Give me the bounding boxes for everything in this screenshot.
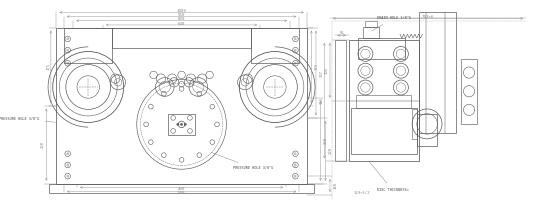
Bar	[64, 28, 112, 63]
Text: 220: 220	[328, 147, 333, 155]
Bar	[350, 108, 417, 154]
Text: 355: 355	[320, 97, 323, 104]
Text: PRESSURE HOLE 3/8"G: PRESSURE HOLE 3/8"G	[211, 152, 273, 170]
Bar	[168, 114, 194, 135]
Circle shape	[180, 123, 183, 125]
Text: 305: 305	[325, 67, 329, 74]
Bar	[335, 40, 346, 161]
Text: 260: 260	[324, 137, 328, 144]
Bar	[461, 59, 477, 124]
Bar	[358, 38, 404, 59]
Text: 1000: 1000	[177, 9, 186, 13]
Bar	[57, 28, 307, 184]
Bar	[251, 28, 299, 63]
Bar	[349, 40, 418, 161]
Text: PRESSURE HOLE 3/8"G: PRESSURE HOLE 3/8"G	[0, 117, 56, 122]
Text: 500: 500	[178, 191, 185, 195]
Text: 640: 640	[178, 21, 185, 26]
Text: 175: 175	[46, 63, 50, 70]
Text: 950: 950	[178, 13, 185, 17]
Text: 307: 307	[319, 69, 323, 77]
Text: 148: 148	[333, 182, 338, 189]
Bar	[417, 114, 437, 146]
Text: 440: 440	[178, 187, 185, 191]
Text: DISC THICKNESS=: DISC THICKNESS=	[369, 161, 409, 192]
Circle shape	[184, 123, 186, 125]
Bar	[366, 21, 376, 27]
Text: 820: 820	[178, 17, 185, 21]
Bar	[356, 95, 411, 108]
Bar	[363, 27, 380, 38]
Bar	[112, 28, 251, 48]
Text: 175: 175	[315, 63, 319, 70]
Bar	[418, 12, 456, 133]
Text: 220: 220	[40, 141, 44, 148]
Text: DRAIN HOLE 3/8"G: DRAIN HOLE 3/8"G	[372, 16, 410, 31]
Bar	[412, 109, 417, 139]
Circle shape	[177, 123, 179, 125]
Text: 55: 55	[339, 31, 344, 35]
Text: 159+6/2: 159+6/2	[353, 191, 370, 195]
Text: 703+6: 703+6	[422, 15, 434, 19]
Bar	[49, 184, 314, 193]
